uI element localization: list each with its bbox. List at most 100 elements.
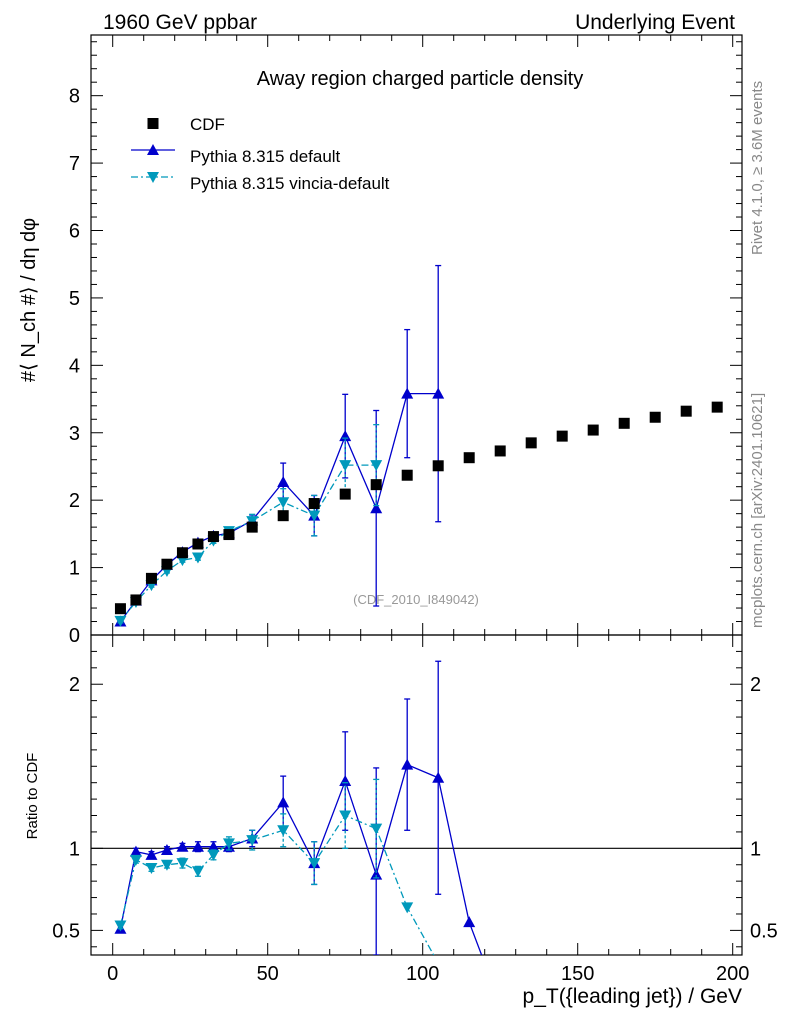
ratio-point	[207, 849, 220, 861]
data-point-cdf	[525, 437, 537, 449]
data-point	[339, 460, 352, 472]
data-point-cdf	[161, 558, 173, 570]
legend-label: Pythia 8.315 default	[190, 147, 341, 166]
ratio-point	[308, 858, 321, 870]
source-label: mcplots.cern.ch [arXiv:2401.10621]	[749, 393, 766, 628]
data-point	[246, 516, 259, 528]
data-point-cdf	[114, 603, 126, 615]
y-tick-label: 5	[69, 288, 80, 310]
ratio-point	[222, 838, 235, 850]
ratio-point	[401, 902, 414, 914]
y-axis-label: #⟨ N_ch #⟩ / dη dφ	[18, 218, 40, 382]
x-tick-label: 50	[257, 963, 279, 985]
ratio-line	[119, 763, 483, 955]
ratio-point	[463, 916, 476, 928]
ratio-point	[246, 835, 259, 847]
data-point-cdf	[587, 424, 599, 436]
data-point-cdf	[370, 479, 382, 491]
data-point	[401, 387, 414, 399]
data-point-cdf	[494, 445, 506, 457]
x-axis-label: p_T({leading jet}) / GeV	[523, 985, 742, 1008]
data-point-cdf	[277, 510, 289, 522]
y-tick-label: 0	[69, 625, 80, 647]
axis-ticks: 0 50 100 150 200 0 1 2 3 4 5 6 7 8 0.5 0.5 1 1 2 2	[52, 35, 778, 985]
series-line	[119, 464, 377, 622]
data-point-cdf	[176, 547, 188, 559]
ratio-clip	[114, 778, 435, 955]
ratio-clip	[114, 660, 483, 955]
y-tick-label: 2	[69, 490, 80, 512]
legend-label: Pythia 8.315 vincia-default	[190, 174, 390, 193]
ratio-point	[207, 840, 220, 852]
data-point-cdf	[556, 430, 568, 442]
data-point-cdf	[246, 521, 258, 533]
y-tick-label: 8	[69, 86, 80, 108]
ratio-point	[160, 859, 173, 871]
ratio-tick-label: 1	[69, 838, 80, 860]
ratio-point	[114, 920, 127, 932]
ratio-plot-frame	[90, 634, 743, 956]
y-tick-label: 7	[69, 153, 80, 175]
ratio-point	[191, 840, 204, 852]
ratio-series	[91, 660, 742, 955]
ratio-point	[277, 825, 290, 837]
data-point	[191, 552, 204, 564]
data-point-cdf	[130, 594, 142, 606]
y-tick-label: 6	[69, 221, 80, 243]
ratio-point	[370, 868, 383, 880]
y-tick-label: 1	[69, 558, 80, 580]
data-point-cdf	[207, 531, 219, 543]
main-plot-frame	[90, 34, 743, 636]
data-point-cdf	[463, 452, 475, 464]
ratio-point	[176, 858, 189, 870]
data-point-cdf	[401, 469, 413, 481]
data-point	[370, 502, 383, 514]
ratio-point	[160, 843, 173, 855]
x-tick-label: 200	[716, 963, 749, 985]
data-point-cdf	[192, 538, 204, 550]
main-series	[114, 264, 723, 627]
rivet-label: Rivet 4.1.0, ≥ 3.6M events	[749, 81, 766, 255]
ratio-point	[129, 854, 142, 866]
x-tick-label: 150	[561, 963, 594, 985]
ratio-point	[191, 866, 204, 878]
ratio-line	[119, 814, 435, 955]
data-point-cdf	[649, 411, 661, 423]
ratio-point	[145, 848, 158, 860]
legend-marker-default	[147, 144, 159, 155]
legend-label: CDF	[190, 115, 225, 134]
data-point-cdf	[223, 529, 235, 541]
ratio-tick-label-right: 2	[750, 674, 761, 696]
legend: CDF Pythia 8.315 default Pythia 8.315 vinc…	[131, 115, 390, 193]
ratio-tick-label-right: 1	[750, 838, 761, 860]
data-point-cdf	[339, 488, 351, 500]
x-tick-label: 0	[107, 963, 118, 985]
y-tick-label: 3	[69, 423, 80, 445]
ratio-y-axis-label: Ratio to CDF	[24, 753, 41, 840]
data-point-cdf	[711, 401, 723, 413]
legend-marker-vincia	[147, 172, 159, 183]
data-point	[114, 615, 127, 627]
header-left: 1960 GeV ppbar	[103, 11, 257, 34]
ratio-point	[432, 771, 445, 783]
header-right: Underlying Event	[575, 11, 735, 34]
y-tick-label: 4	[69, 355, 80, 377]
ratio-point	[370, 823, 383, 835]
data-point-cdf	[618, 417, 630, 429]
data-point-cdf	[680, 405, 692, 417]
data-point-cdf	[308, 498, 320, 510]
data-point	[277, 475, 290, 487]
plot-title: Away region charged particle density	[257, 68, 583, 90]
data-point-cdf	[432, 460, 444, 472]
ratio-tick-label: 2	[69, 674, 80, 696]
data-point	[370, 460, 383, 472]
ratio-point	[145, 863, 158, 875]
data-point	[432, 387, 445, 399]
ratio-point	[129, 845, 142, 857]
ratio-point	[401, 758, 414, 770]
ratio-point	[339, 775, 352, 787]
ratio-tick-label-right: 0.5	[750, 920, 778, 942]
data-point	[308, 510, 321, 522]
legend-marker-cdf	[147, 118, 159, 129]
